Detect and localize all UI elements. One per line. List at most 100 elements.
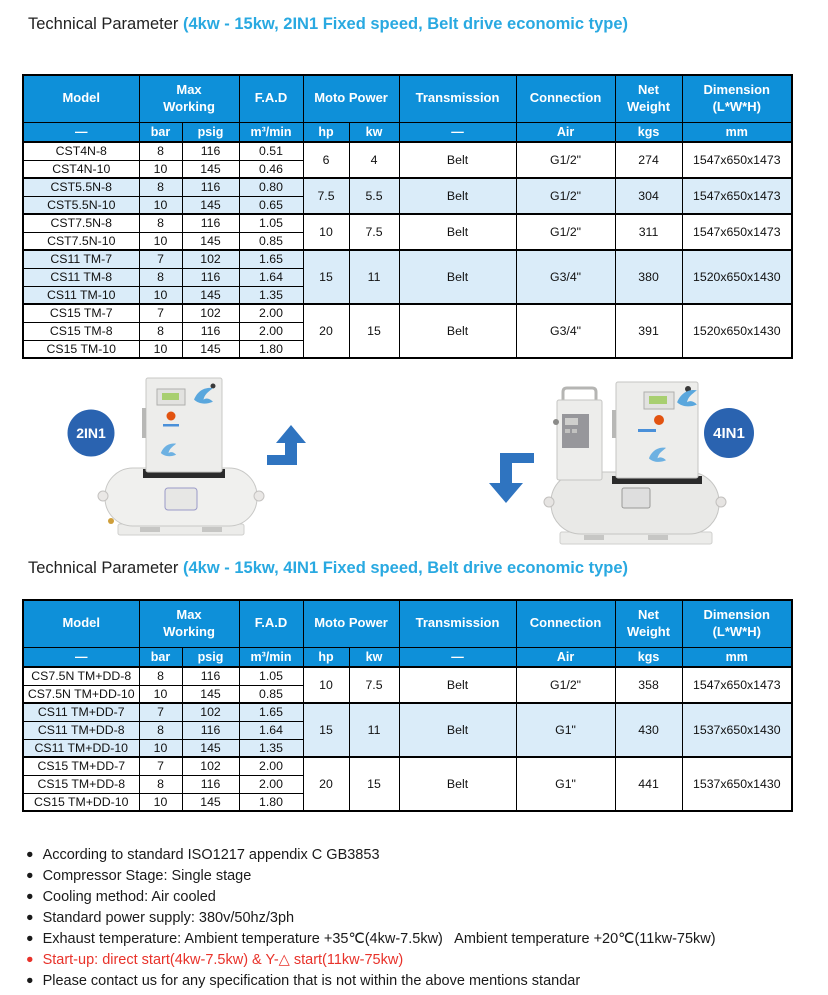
model-cell: CS15 TM+DD-7	[22, 756, 140, 776]
column-subheader: —	[398, 121, 517, 143]
value-cell: 145	[181, 738, 240, 758]
merged-value-cell: 20	[302, 756, 350, 812]
badge-2in1: 2IN1	[67, 409, 115, 457]
product-illustration: 2IN1 4I	[67, 377, 754, 545]
note-text: Start-up: direct start(4kw-7.5kw) & Y-△ …	[42, 952, 404, 968]
value-cell: 116	[181, 141, 240, 161]
value-cell: 116	[181, 666, 240, 686]
column-subheader: hp	[302, 121, 350, 143]
merged-value-cell: 441	[614, 756, 683, 812]
table-row: CS11 TM-10 10 145 1.35	[22, 285, 792, 305]
merged-value-cell: 1547x650x1473	[681, 213, 793, 251]
column-subheader: psig	[181, 121, 240, 143]
column-subheader: m³/min	[238, 121, 304, 143]
column-header: F.A.D	[238, 74, 304, 123]
value-cell: 145	[181, 159, 240, 179]
merged-value-cell: Belt	[398, 177, 517, 215]
value-cell: 10	[138, 339, 183, 359]
merged-value-cell: Belt	[398, 666, 517, 704]
column-subheader: mm	[681, 121, 793, 143]
parameters-table-2in1: Model Max Working F.A.D Moto Power Transmiss…	[22, 74, 794, 359]
value-cell: 145	[181, 195, 240, 215]
value-cell: 116	[181, 720, 240, 740]
model-cell: CS7.5N TM+DD-8	[22, 666, 140, 686]
title-highlight: (4kw - 15kw, 2IN1 Fixed speed, Belt driv…	[183, 15, 629, 33]
note-text: Standard power supply: 380v/50hz/3ph	[42, 910, 295, 926]
value-cell: 2.00	[238, 756, 304, 776]
note-item: ● Start-up: direct start(4kw-7.5kw) & Y-△…	[26, 950, 816, 971]
column-header: Model	[22, 74, 140, 123]
emergency-button	[166, 411, 176, 421]
model-cell: CS11 TM+DD-8	[22, 720, 140, 740]
title-text: Technical Parameter	[28, 15, 183, 33]
value-cell: 145	[181, 339, 240, 359]
merged-value-cell: 358	[614, 666, 683, 704]
table-row: CST5.5N-10 10 145 0.65	[22, 195, 792, 215]
table-row: CS7.5N TM+DD-8 8 116 1.05 10 7.5 Belt G1/2" 358 1…	[22, 666, 793, 704]
up-arrow-icon	[267, 425, 306, 465]
merged-value-cell: G3/4"	[515, 303, 616, 359]
merged-value-cell: 430	[614, 702, 683, 758]
badge-2in1-label: 2IN1	[76, 425, 106, 441]
model-cell: CST7.5N-10	[22, 231, 140, 251]
value-cell: 102	[181, 303, 240, 323]
notes-list: ● According to standard ISO1217 appendix …	[26, 845, 816, 992]
value-cell: 0.85	[238, 231, 304, 251]
merged-value-cell: 304	[614, 177, 683, 215]
column-header: Connection	[515, 599, 616, 648]
merged-value-cell: Belt	[398, 249, 517, 305]
value-cell: 102	[181, 702, 240, 722]
value-cell: 145	[181, 285, 240, 305]
value-cell: 102	[181, 249, 240, 269]
column-subheader: bar	[138, 121, 183, 143]
bullet-icon: ●	[26, 910, 34, 924]
column-header: Net Weight	[614, 599, 683, 648]
column-subheader: hp	[302, 646, 350, 668]
column-header: Moto Power	[302, 74, 400, 123]
title-highlight: (4kw - 15kw, 4IN1 Fixed speed, Belt driv…	[183, 559, 629, 577]
value-cell: 8	[138, 774, 183, 794]
bullet-icon: ●	[26, 868, 34, 882]
value-cell: 1.64	[238, 720, 304, 740]
compressor-4in1-image	[543, 381, 727, 545]
value-cell: 1.35	[238, 285, 304, 305]
column-header: F.A.D	[238, 599, 304, 648]
merged-value-cell: 1520x650x1430	[681, 249, 793, 305]
table-row: CST4N-8 8 116 0.51 6 4 Belt G1/2" 274 1547x650x14…	[22, 141, 793, 179]
value-cell: 1.80	[238, 339, 304, 359]
value-cell: 8	[138, 720, 183, 740]
column-header: Transmission	[398, 74, 517, 123]
badge-4in1-label: 4IN1	[713, 425, 745, 442]
table-row: CS15 TM-8 8 116 2.00	[22, 321, 792, 341]
value-cell: 2.00	[238, 774, 304, 794]
table-row: CS15 TM-7 7 102 2.00 20 15 Belt G3/4" 391 1520x65…	[22, 303, 793, 359]
merged-value-cell: 10	[302, 666, 350, 704]
note-text: Please contact us for any specification …	[42, 973, 581, 989]
table-row: CS15 TM-10 10 145 1.80	[22, 339, 792, 359]
value-cell: 0.51	[238, 141, 304, 161]
merged-value-cell: Belt	[398, 756, 517, 812]
table-row: CST5.5N-8 8 116 0.80 7.5 5.5 Belt G1/2" 304 1547x…	[22, 177, 793, 215]
column-header: Max Working	[138, 74, 240, 123]
drain-valve	[108, 518, 114, 524]
note-item: ● Exhaust temperature: Ambient temperatur…	[26, 929, 816, 950]
value-cell: 116	[181, 213, 240, 233]
column-subheader: Air	[515, 121, 616, 143]
model-cell: CS15 TM+DD-10	[22, 792, 140, 812]
value-cell: 7	[138, 702, 183, 722]
parameters-table-4in1: Model Max Working F.A.D Moto Power Transmiss…	[22, 599, 794, 812]
model-cell: CS15 TM+DD-8	[22, 774, 140, 794]
merged-value-cell: Belt	[398, 213, 517, 251]
merged-value-cell: Belt	[398, 303, 517, 359]
value-cell: 8	[138, 177, 183, 197]
emergency-button	[654, 415, 664, 425]
model-cell: CST4N-10	[22, 159, 140, 179]
table-row: CS15 TM+DD-10 10 145 1.80	[22, 792, 792, 812]
value-cell: 0.85	[238, 684, 304, 704]
note-item: ● According to standard ISO1217 appendix …	[26, 845, 816, 866]
value-cell: 116	[181, 321, 240, 341]
value-cell: 10	[138, 285, 183, 305]
note-item: ● Please contact us for any specification…	[26, 971, 816, 992]
column-subheader: —	[398, 646, 517, 668]
